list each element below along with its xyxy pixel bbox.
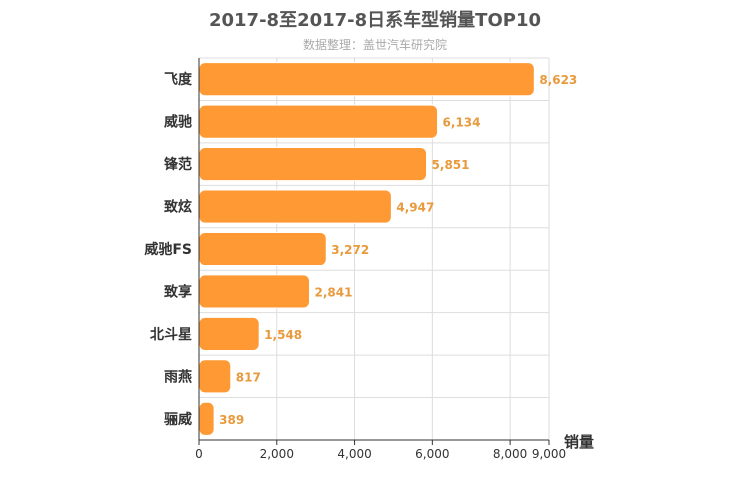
bar-骊威 xyxy=(198,401,215,436)
x-axis-label: 销量 xyxy=(564,433,594,451)
value-label: 3,272 xyxy=(331,243,369,257)
bar-致炫 xyxy=(198,189,392,224)
category-label: 致享 xyxy=(164,283,192,300)
x-tick-label: 4,000 xyxy=(337,447,371,461)
bar-威驰FS xyxy=(198,231,327,267)
category-label: 致炫 xyxy=(164,199,192,216)
x-tick-label: 6,000 xyxy=(415,447,449,461)
value-label: 2,841 xyxy=(314,285,352,299)
category-label: 雨燕 xyxy=(164,368,192,385)
bar-锋范 xyxy=(198,147,428,182)
x-tick-label: 0 xyxy=(195,447,203,461)
bars xyxy=(198,62,535,436)
x-tick-label: 9,000 xyxy=(532,447,566,461)
bar-致享 xyxy=(198,274,310,309)
x-tick-labels: 0 2,000 4,000 6,000 8,000 9,000 xyxy=(195,447,566,461)
value-labels: 8,623 6,134 5,851 4,947 3,272 2,841 1,548 817 38… xyxy=(219,73,577,427)
value-label: 817 xyxy=(236,370,261,384)
value-label: 4,947 xyxy=(396,201,434,215)
x-tick-label: 8,000 xyxy=(493,447,527,461)
bar-北斗星 xyxy=(198,316,260,351)
chart-title: 2017-8至2017-8日系车型销量TOP10 xyxy=(208,10,541,31)
value-label: 389 xyxy=(219,413,244,427)
category-label: 骊威 xyxy=(164,411,192,428)
bar-威驰 xyxy=(198,104,439,139)
value-label: 1,548 xyxy=(264,328,302,342)
bar-雨燕 xyxy=(198,359,232,394)
chart-subtitle: 数据整理：盖世汽车研究院 xyxy=(302,38,447,52)
category-label: 威驰 xyxy=(164,114,192,131)
category-label: 锋范 xyxy=(164,156,192,173)
value-label: 8,623 xyxy=(539,73,577,87)
category-label: 威驰FS xyxy=(144,241,192,258)
x-tick-label: 2,000 xyxy=(260,447,294,461)
value-label: 6,134 xyxy=(443,116,481,130)
value-label: 5,851 xyxy=(432,158,470,172)
category-label: 北斗星 xyxy=(150,327,192,343)
category-label: 飞度 xyxy=(164,71,193,88)
bar-飞度 xyxy=(198,62,535,97)
